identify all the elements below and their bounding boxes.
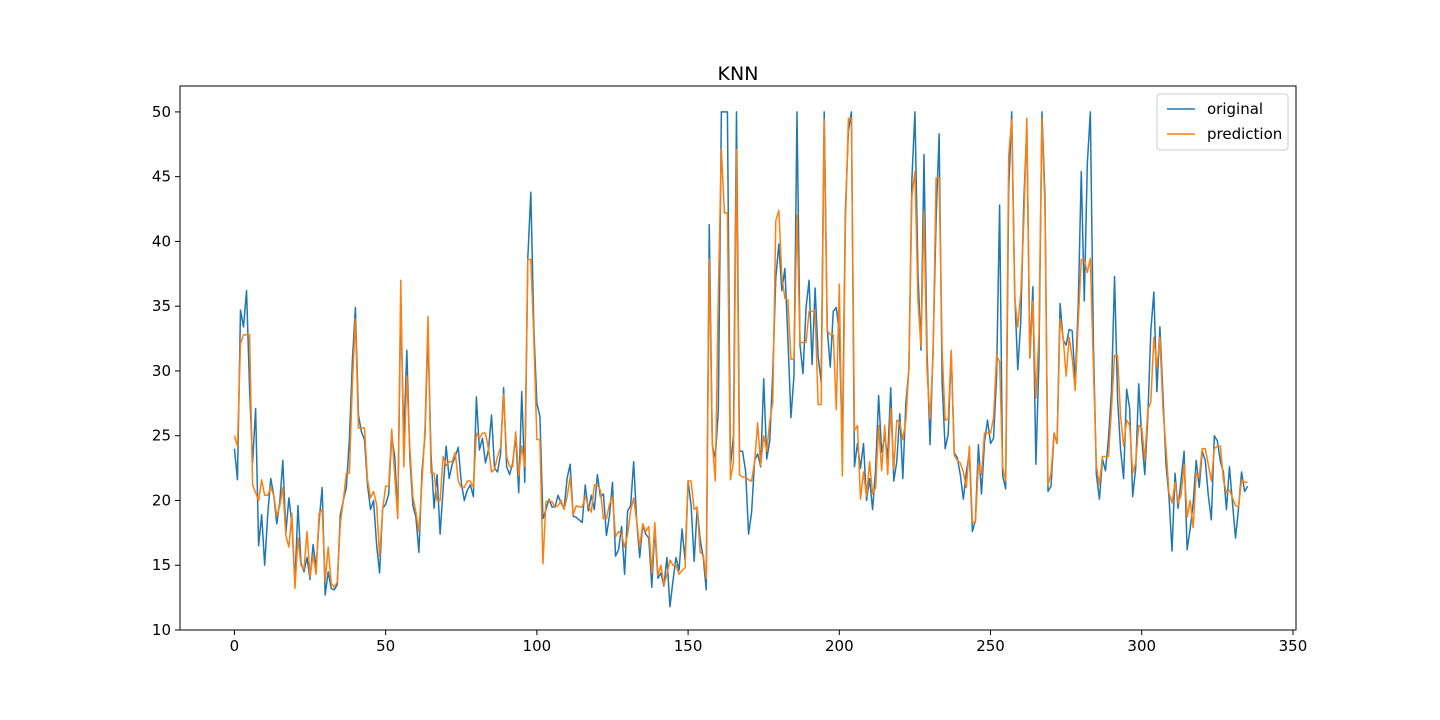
legend-box	[1156, 93, 1289, 151]
y-tick-label: 45	[152, 168, 171, 186]
y-tick-label: 40	[152, 232, 171, 250]
y-tick-label: 25	[152, 427, 171, 445]
y-tick-label: 20	[152, 491, 171, 509]
y-tick-label: 30	[152, 362, 171, 380]
legend-label-prediction: prediction	[1207, 125, 1282, 143]
x-tick-label: 0	[230, 637, 240, 655]
x-tick-label: 50	[376, 637, 395, 655]
legend: original prediction	[1156, 93, 1289, 151]
plot-frame	[179, 85, 1297, 631]
y-tick-label: 15	[152, 556, 171, 574]
series-line-original	[233, 111, 1249, 608]
x-tick-label: 150	[674, 637, 703, 655]
x-tick-label: 350	[1279, 637, 1308, 655]
x-tick-label: 250	[976, 637, 1005, 655]
x-tick-label: 300	[1127, 637, 1156, 655]
series-layer	[233, 111, 1249, 608]
plot-area	[233, 111, 1249, 608]
y-tick-label: 50	[152, 103, 171, 121]
y-axis: 10 15 20 25 30 35 40 45 50	[152, 103, 180, 639]
x-axis: 0 50 100 150 200 250 300 350	[230, 630, 1308, 655]
x-tick-label: 200	[825, 637, 854, 655]
series-line-prediction	[233, 117, 1248, 590]
y-tick-label: 35	[152, 297, 171, 315]
x-tick-label: 100	[523, 637, 552, 655]
legend-label-original: original	[1207, 100, 1263, 118]
chart-title: KNN	[718, 63, 759, 85]
y-tick-label: 10	[152, 621, 171, 639]
